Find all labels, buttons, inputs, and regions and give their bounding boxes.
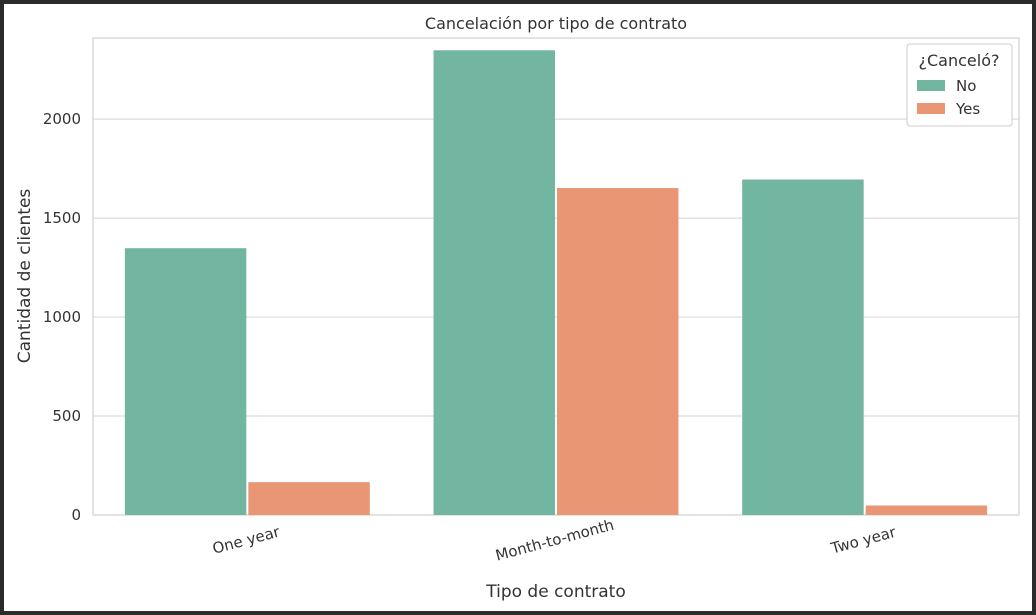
y-tick-label: 2000: [43, 110, 81, 128]
bar-no-2: [742, 179, 864, 515]
y-tick-labels: 0 500 1000 1500 2000: [43, 110, 81, 524]
legend: ¿Canceló? No Yes: [906, 43, 1013, 127]
bar-yes-0: [248, 482, 370, 515]
y-tick-label: 1500: [43, 209, 81, 227]
legend-swatch-no: [917, 80, 945, 91]
chart-title: Cancelación por tipo de contrato: [425, 14, 687, 33]
bars: [124, 50, 988, 516]
legend-label-no: No: [956, 77, 976, 95]
y-axis-label: Cantidad de clientes: [15, 189, 35, 364]
y-gridlines: [93, 118, 1019, 417]
x-tick-label: Two year: [828, 523, 899, 558]
chart: Cancelación por tipo de contrato 0 500 100…: [15, 14, 1020, 602]
bar-yes-1: [557, 188, 679, 515]
plot-area: [92, 37, 1020, 516]
bar-yes-2: [865, 505, 988, 515]
x-axis-label: Tipo de contrato: [485, 582, 626, 602]
y-tick-label: 500: [52, 407, 81, 425]
legend-items: No Yes: [917, 77, 980, 118]
x-tick-label: One year: [210, 522, 282, 557]
bar-no-1: [433, 50, 555, 516]
x-tick-label: Month-to-month: [494, 516, 616, 565]
bar-no-0: [124, 248, 247, 515]
chart-window: Cancelación por tipo de contrato 0 500 100…: [4, 4, 1032, 611]
y-tick-label: 0: [71, 506, 81, 524]
legend-swatch-yes: [917, 103, 945, 114]
legend-title: ¿Canceló?: [919, 51, 1000, 70]
y-tick-label: 1000: [43, 308, 81, 326]
x-tick-labels: One year Month-to-month Two year: [210, 516, 898, 565]
legend-label-yes: Yes: [955, 100, 980, 118]
